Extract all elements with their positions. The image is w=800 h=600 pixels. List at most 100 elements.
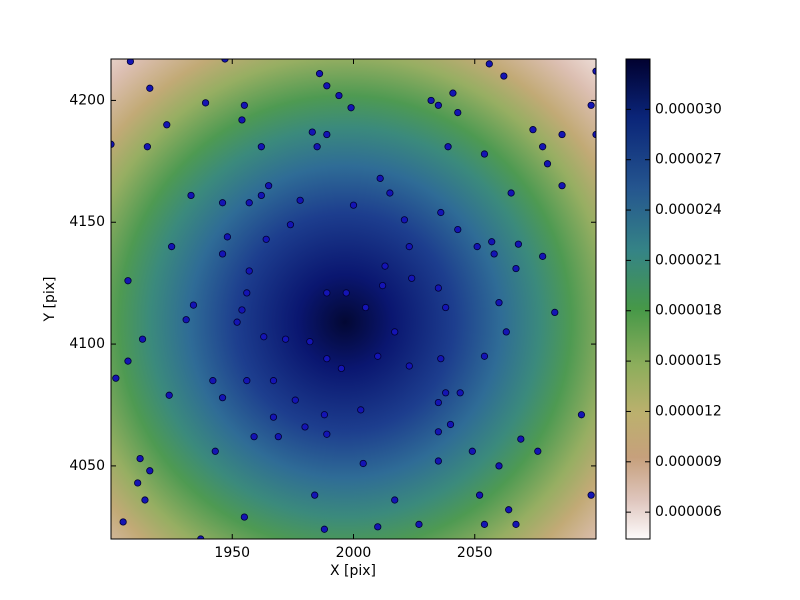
point: [269, 413, 278, 421]
point: [391, 328, 399, 336]
point: [529, 126, 537, 134]
point: [512, 264, 520, 273]
y-tick-label: 4100: [69, 336, 105, 352]
point: [558, 130, 566, 139]
colorbar-tick-label: 0.000009: [655, 454, 722, 470]
point: [362, 303, 370, 312]
point: [502, 328, 510, 336]
point: [265, 182, 273, 190]
point: [415, 520, 423, 528]
point: [381, 262, 389, 270]
point: [514, 240, 523, 248]
point: [442, 389, 450, 397]
point: [182, 316, 190, 324]
y-axis-label: Y [pix]: [42, 277, 58, 323]
point: [342, 289, 350, 297]
point: [500, 72, 508, 80]
point: [308, 128, 316, 136]
point: [400, 216, 409, 224]
point: [454, 225, 462, 234]
point: [376, 174, 384, 182]
point: [306, 338, 314, 346]
point: [223, 233, 231, 241]
point: [286, 221, 295, 229]
colorbar-tick-label: 0.000015: [655, 353, 722, 369]
point: [221, 59, 229, 63]
point: [587, 101, 595, 109]
point: [577, 411, 586, 419]
point: [124, 357, 132, 365]
colorbar-tick-label: 0.000018: [655, 303, 722, 319]
point: [434, 284, 442, 292]
point: [143, 143, 151, 151]
point: [315, 70, 324, 78]
point: [257, 191, 265, 200]
point: [238, 306, 246, 314]
point: [374, 352, 382, 360]
point: [488, 238, 496, 246]
point: [323, 355, 331, 363]
point: [163, 121, 171, 129]
point: [517, 435, 525, 443]
point: [124, 277, 132, 285]
point: [112, 374, 120, 382]
colorbar-tick-label: 0.000021: [655, 252, 722, 268]
point: [165, 391, 173, 399]
point: [134, 479, 142, 487]
point: [434, 428, 442, 436]
x-tick-label: 2000: [336, 545, 372, 561]
colorbar-tick-label: 0.000012: [655, 403, 722, 419]
point: [359, 459, 367, 468]
colorbar-tick-label: 0.000030: [655, 101, 722, 117]
point: [558, 182, 566, 190]
y-tick-label: 4150: [69, 214, 105, 230]
point: [543, 160, 552, 168]
colorbar-tick-label: 0.000027: [655, 152, 722, 168]
point: [434, 101, 442, 109]
point: [323, 430, 331, 438]
point: [335, 91, 343, 100]
point: [505, 506, 513, 514]
point: [320, 525, 328, 533]
point: [262, 235, 270, 243]
point: [296, 196, 304, 204]
point: [534, 447, 542, 455]
point: [211, 447, 219, 455]
point: [437, 355, 445, 363]
point: [146, 467, 154, 475]
point: [434, 457, 442, 465]
point: [218, 199, 227, 207]
point: [281, 335, 290, 343]
point: [146, 84, 154, 92]
x-axis-label: X [pix]: [330, 563, 376, 579]
point: [138, 335, 147, 343]
point: [427, 96, 435, 105]
point: [480, 150, 489, 158]
point: [442, 303, 450, 312]
point: [485, 60, 493, 68]
point: [243, 289, 251, 297]
point: [250, 433, 258, 441]
point: [475, 491, 484, 499]
point: [408, 274, 416, 282]
point: [480, 352, 489, 360]
x-tick-label: 2050: [457, 545, 493, 561]
point: [495, 299, 503, 307]
point: [507, 189, 515, 197]
point: [233, 318, 241, 326]
point: [444, 143, 452, 151]
point: [243, 377, 251, 385]
point: [311, 491, 319, 499]
point: [323, 130, 331, 139]
point: [238, 116, 246, 124]
point: [473, 243, 481, 251]
y-tick-label: 4050: [69, 458, 105, 474]
colorbar-tick-label: 0.000006: [655, 504, 722, 520]
point: [446, 420, 455, 429]
point: [480, 520, 489, 528]
point: [218, 394, 227, 402]
point: [512, 520, 520, 528]
point: [405, 362, 413, 370]
y-tick-label: 4200: [69, 92, 105, 108]
